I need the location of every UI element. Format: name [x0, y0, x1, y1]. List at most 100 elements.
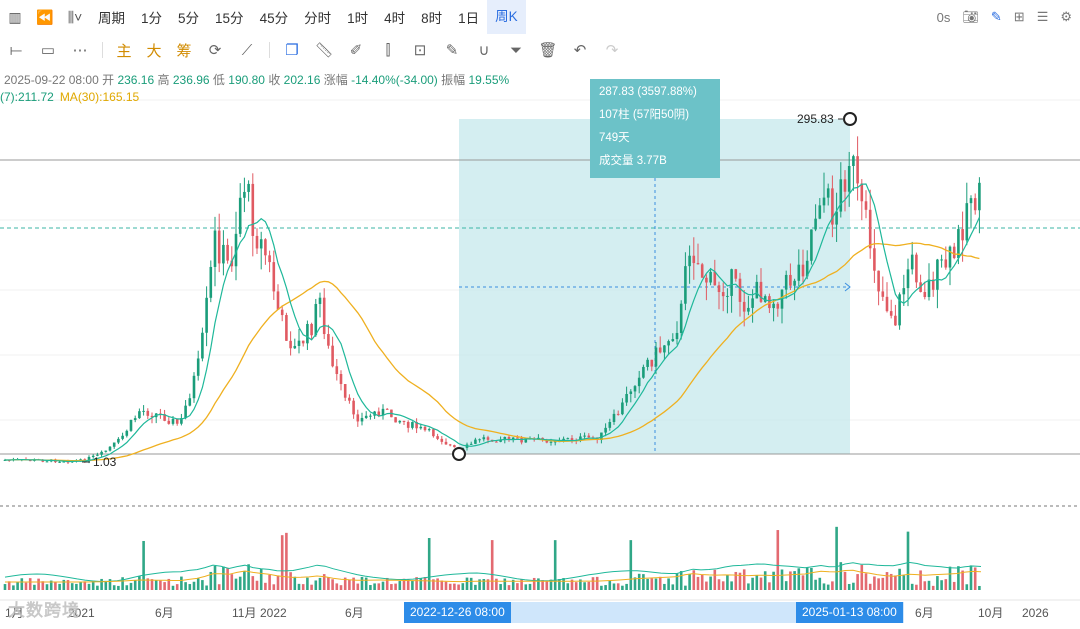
period-15m[interactable]: 15分 — [215, 11, 244, 26]
candle-body — [763, 296, 767, 302]
period-8h[interactable]: 8时 — [421, 11, 443, 26]
volume-bar — [591, 577, 595, 590]
candle-body — [776, 303, 780, 309]
candle-body — [709, 271, 712, 283]
candle-body — [301, 340, 305, 344]
rewind-icon[interactable]: ⏪ — [36, 8, 54, 25]
candle-body — [927, 279, 931, 298]
volume-bar — [150, 579, 154, 590]
volume-bar — [117, 585, 120, 590]
camera-icon[interactable]: 📷︎ — [962, 9, 979, 24]
candle-body — [146, 410, 150, 416]
candle-body — [877, 270, 880, 292]
period-weekly[interactable]: 周K — [487, 0, 526, 34]
measure-handle-low[interactable] — [452, 447, 466, 461]
volume-bar — [154, 580, 158, 590]
candle-type-icon[interactable]: ⫼˅ — [67, 8, 83, 25]
volume-bar — [167, 578, 171, 590]
volume-bar — [16, 581, 19, 590]
pen-icon[interactable]: ✎ — [990, 9, 1002, 24]
lock-icon[interactable]: ⊡ — [413, 42, 427, 59]
info-open: 236.16 — [117, 73, 155, 87]
chips-button[interactable]: 筹 — [176, 42, 192, 60]
candle-body — [965, 203, 969, 241]
volume-bar — [516, 583, 519, 590]
volume-bar — [629, 540, 633, 590]
rectangle-icon[interactable]: ▭ — [40, 42, 56, 59]
candle-body — [129, 419, 133, 431]
layout-icon[interactable]: ▥ — [8, 8, 22, 25]
volume-bar — [692, 570, 696, 590]
candle-body — [831, 188, 834, 225]
filter-icon[interactable]: ⏷ — [509, 41, 522, 59]
redo-icon[interactable]: ↷ — [605, 42, 619, 59]
candle-body — [108, 446, 112, 451]
candle-body — [150, 415, 154, 418]
candle-body — [444, 441, 448, 445]
x-axis-label: 6月 — [915, 606, 934, 620]
candle-body — [180, 418, 183, 424]
note-icon[interactable]: ✎ — [445, 42, 459, 59]
volume-bar — [419, 578, 423, 590]
list-settings-icon[interactable]: ☰ — [1036, 9, 1049, 24]
volume-bar — [545, 581, 549, 590]
candle-body — [440, 438, 444, 442]
period-1m[interactable]: 1分 — [141, 11, 163, 26]
magnet-icon[interactable]: ∪ — [478, 42, 490, 59]
candle-body — [394, 417, 397, 423]
candle-body — [310, 323, 313, 336]
volume-bar — [45, 584, 49, 590]
candle-body — [289, 340, 292, 349]
period-4h[interactable]: 4时 — [384, 11, 406, 26]
volume-bar — [931, 585, 935, 590]
candle-body — [385, 408, 389, 410]
sync-icon[interactable]: ⟳ — [208, 42, 222, 59]
period-1h[interactable]: 1时 — [347, 11, 369, 26]
info-change: -14.40%(-34.00) — [351, 73, 438, 87]
volume-bar — [87, 583, 91, 590]
volume-ma-long — [5, 569, 982, 583]
volume-bar — [495, 578, 498, 590]
candle-body — [553, 441, 557, 443]
add-window-icon[interactable]: ⊞ — [1013, 9, 1025, 24]
period-5m[interactable]: 5分 — [178, 11, 200, 26]
volume-bar — [503, 578, 507, 590]
candles-icon[interactable]: ⫿ — [385, 41, 391, 59]
candle-body — [209, 266, 213, 298]
brush-icon[interactable]: ✐ — [349, 42, 363, 59]
main-indicator-button[interactable]: 主 — [116, 42, 132, 60]
ruler-icon[interactable]: 📏︎ — [314, 42, 334, 59]
candle-body — [453, 445, 456, 448]
copy-icon[interactable]: ❐ — [285, 42, 299, 59]
candle-body — [469, 443, 473, 445]
period-45m[interactable]: 45分 — [259, 11, 289, 26]
candle-body — [516, 437, 519, 439]
measure-handle-high[interactable] — [843, 112, 857, 126]
x-badge-end: 2025-01-13 08:00 — [796, 602, 903, 623]
volume-bar — [898, 568, 901, 590]
candle-body — [133, 418, 137, 420]
more-icon[interactable]: ⋯ — [72, 42, 88, 59]
volume-bar — [705, 581, 708, 590]
undo-icon[interactable]: ↶ — [573, 42, 587, 59]
volume-bar — [482, 579, 486, 590]
trend-tool-icon[interactable]: ⟋ — [241, 41, 253, 59]
volume-bar — [881, 577, 885, 590]
volume-bar — [377, 583, 381, 590]
volume-bar — [243, 570, 246, 590]
period-timeline[interactable]: 分时 — [304, 11, 332, 26]
candle-body — [973, 198, 977, 211]
period-1d[interactable]: 1日 — [458, 11, 480, 26]
candle-body — [142, 410, 145, 412]
x-axis-label: 2026 — [1022, 606, 1049, 620]
large-order-button[interactable]: 大 — [146, 42, 162, 60]
candle-body — [369, 415, 372, 417]
period-selector[interactable]: 周期 — [98, 11, 125, 26]
volume-bar — [331, 579, 334, 590]
watermark: 大数跨境 — [8, 601, 80, 620]
horizontal-line-icon[interactable]: ⟝ — [9, 41, 23, 59]
volume-bar — [427, 538, 431, 590]
trash-icon[interactable]: 🗑︎ — [538, 42, 558, 59]
gear-icon[interactable]: ⚙ — [1060, 9, 1072, 24]
